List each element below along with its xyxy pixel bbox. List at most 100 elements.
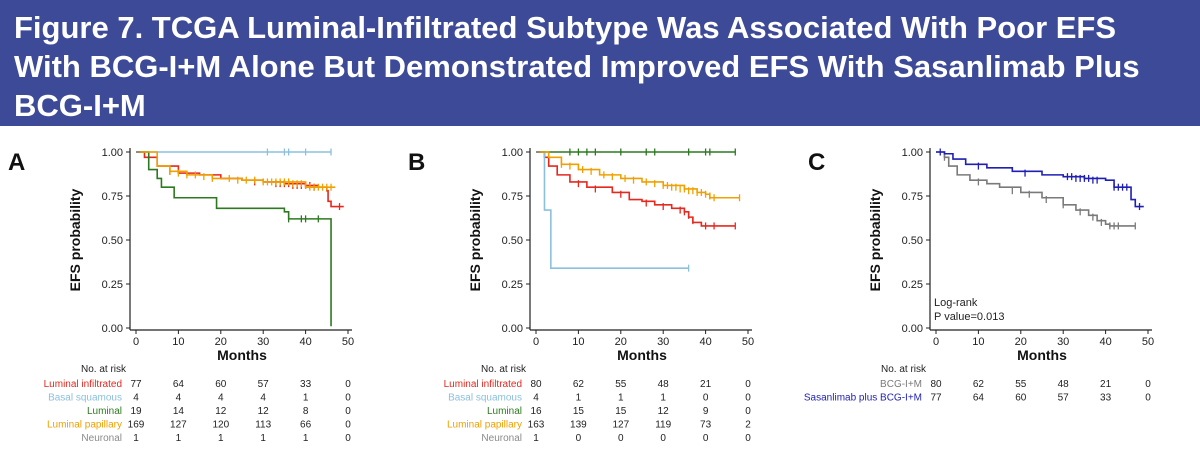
risk-count: 0 — [576, 433, 582, 444]
risk-count: 48 — [1058, 379, 1070, 390]
risk-count: 0 — [703, 393, 709, 404]
risk-row-label: Luminal infiltrated — [444, 379, 522, 390]
risk-count: 163 — [528, 420, 545, 431]
km-curve-bcg-i-m — [936, 151, 1136, 227]
risk-count: 0 — [345, 406, 351, 417]
series-luminal-papillary — [536, 151, 741, 202]
series-luminal — [536, 148, 736, 156]
x-tick-label: 30 — [1057, 336, 1069, 348]
risk-table: No. at risk Luminal infiltrated 77 64 60 57 33… — [44, 364, 352, 444]
y-tick-label: 0.50 — [102, 235, 123, 247]
risk-count: 62 — [973, 379, 985, 390]
risk-table: No. at risk BCG-I+M 80 62 55 48 21 0 Sasanlimab … — [804, 364, 1151, 404]
risk-count: 0 — [703, 433, 709, 444]
x-tick-label: 0 — [933, 336, 939, 348]
km-curve-luminal — [136, 151, 332, 327]
risk-count: 1 — [660, 393, 666, 404]
x-tick-label: 20 — [215, 336, 227, 348]
risk-row-label: Basal squamous — [448, 393, 522, 404]
risk-count: 4 — [133, 393, 139, 404]
risk-count: 119 — [655, 420, 671, 431]
x-tick-label: 50 — [742, 336, 754, 348]
y-tick-label: 0.75 — [902, 191, 923, 203]
km-curve-basal-squamous — [536, 151, 689, 269]
x-tick-label: 20 — [615, 336, 627, 348]
risk-count: 15 — [615, 406, 627, 417]
y-tick-label: 0.25 — [502, 279, 523, 291]
figure-title: Figure 7. TCGA Luminal-Infiltrated Subty… — [14, 10, 1140, 123]
series-basal-squamous — [136, 148, 332, 156]
x-tick-label: 0 — [133, 336, 139, 348]
risk-count: 73 — [700, 420, 712, 431]
risk-count: 15 — [573, 406, 585, 417]
risk-count: 48 — [658, 379, 670, 390]
x-axis-label: Months — [1017, 347, 1067, 363]
risk-count: 16 — [530, 406, 542, 417]
risk-count: 0 — [1145, 379, 1151, 390]
x-tick-label: 0 — [533, 336, 539, 348]
logrank-annotation: P value=0.013 — [934, 311, 1004, 323]
km-curve-luminal-infiltrated — [136, 151, 344, 208]
risk-table-title: No. at risk — [881, 364, 927, 375]
risk-count: 4 — [533, 393, 539, 404]
y-axis-label: EFS probability — [467, 188, 483, 291]
risk-count: 0 — [618, 433, 624, 444]
y-tick-label: 0.00 — [102, 323, 123, 335]
risk-count: 12 — [658, 406, 670, 417]
risk-count: 33 — [1100, 393, 1112, 404]
x-tick-label: 40 — [699, 336, 711, 348]
km-panel-c: C 0.00 0.25 0.50 0.75 1.00 0 10 20 30 40 50 Months EF… — [804, 147, 1154, 404]
risk-count: 1 — [618, 393, 624, 404]
series-luminal — [136, 151, 332, 327]
risk-row-label: Basal squamous — [48, 393, 122, 404]
risk-count: 1 — [303, 433, 309, 444]
risk-count: 0 — [1145, 393, 1151, 404]
header-divider — [0, 126, 1200, 129]
risk-count: 0 — [745, 393, 751, 404]
risk-count: 60 — [1015, 393, 1027, 404]
risk-row-label: Luminal — [487, 406, 522, 417]
risk-count: 64 — [173, 379, 185, 390]
x-tick-label: 30 — [657, 336, 669, 348]
risk-row-label: Luminal papillary — [47, 420, 122, 431]
risk-count: 55 — [1015, 379, 1027, 390]
x-axis-label: Months — [217, 347, 267, 363]
risk-count: 21 — [700, 379, 712, 390]
series-luminal-infiltrated — [536, 151, 736, 230]
risk-count: 1 — [260, 433, 266, 444]
km-curve-luminal-infiltrated — [536, 151, 736, 227]
series-sasanlimab-plus-bcg-i-m — [936, 148, 1144, 211]
risk-count: 14 — [173, 406, 185, 417]
series-luminal-papillary — [136, 151, 336, 191]
x-axis-label: Months — [617, 347, 667, 363]
y-tick-label: 1.00 — [502, 147, 523, 159]
risk-row-label: Neuronal — [81, 433, 122, 444]
risk-count: 0 — [660, 433, 666, 444]
risk-count: 1 — [533, 433, 539, 444]
risk-table-title: No. at risk — [81, 364, 127, 375]
risk-row-label: Luminal infiltrated — [44, 379, 122, 390]
y-tick-label: 1.00 — [102, 147, 123, 159]
series-luminal-infiltrated — [136, 151, 344, 211]
panel-letter: B — [408, 149, 425, 176]
x-tick-label: 40 — [299, 336, 311, 348]
risk-count: 1 — [576, 393, 582, 404]
y-tick-label: 0.75 — [502, 191, 523, 203]
risk-count: 57 — [1058, 393, 1070, 404]
risk-count: 0 — [345, 393, 351, 404]
x-tick-label: 10 — [972, 336, 984, 348]
risk-count: 139 — [570, 420, 587, 431]
risk-count: 64 — [973, 393, 985, 404]
panel-letter: A — [8, 149, 25, 176]
risk-count: 77 — [130, 379, 142, 390]
risk-count: 21 — [1100, 379, 1112, 390]
x-tick-label: 40 — [1099, 336, 1111, 348]
logrank-annotation: Log-rank — [934, 297, 978, 309]
x-tick-label: 30 — [257, 336, 269, 348]
x-tick-label: 50 — [342, 336, 354, 348]
risk-count: 4 — [260, 393, 266, 404]
risk-count: 113 — [255, 420, 271, 431]
x-tick-label: 20 — [1015, 336, 1027, 348]
series-basal-squamous — [536, 151, 690, 272]
